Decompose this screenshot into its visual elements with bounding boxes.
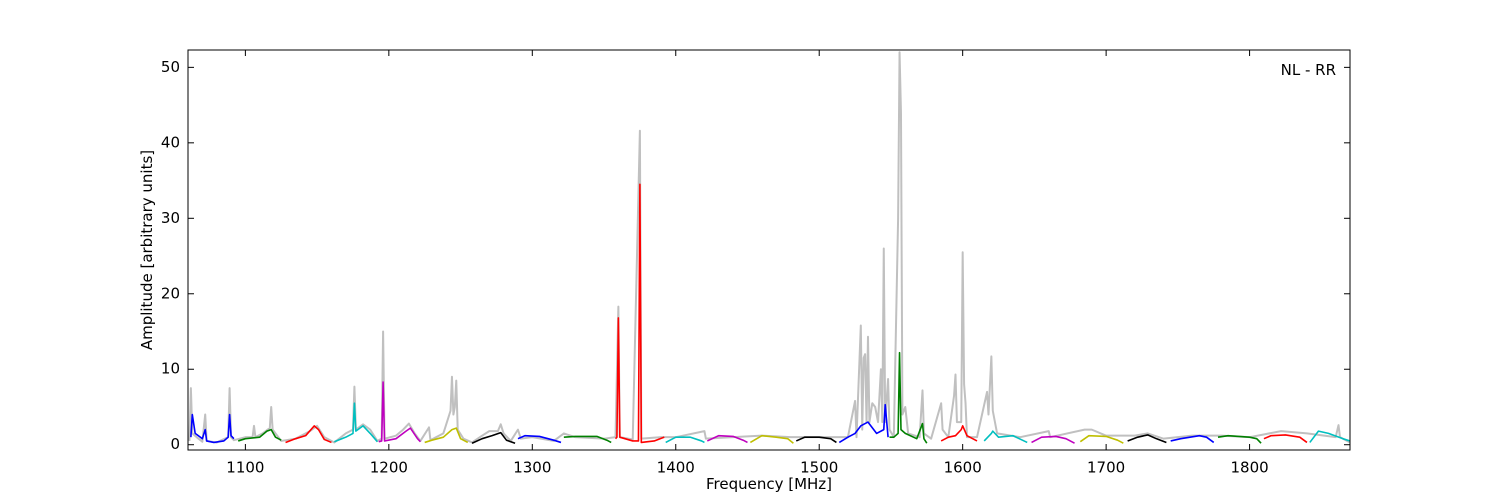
fitted-segment xyxy=(1127,434,1167,444)
y-tick-label: 30 xyxy=(161,209,180,227)
fitted-segment xyxy=(1217,434,1262,444)
fitted-segment xyxy=(1309,430,1350,443)
fitted-segment xyxy=(983,430,1028,444)
y-tick-label: 50 xyxy=(161,58,180,76)
fitted-segment xyxy=(795,436,837,444)
x-tick-label: 1300 xyxy=(513,459,551,477)
fitted-segment xyxy=(1170,434,1215,444)
fitted-segment xyxy=(1079,434,1124,444)
fitted-segment xyxy=(471,431,516,444)
fitted-segment xyxy=(237,428,282,442)
fitted-segment xyxy=(285,425,332,444)
annotation: NL - RR xyxy=(1281,61,1336,79)
fitted-segment xyxy=(614,183,665,444)
fitted-segment xyxy=(378,381,421,443)
fitted-segment xyxy=(665,436,705,444)
x-tick-label: 1700 xyxy=(1087,459,1125,477)
y-axis-label: Amplitude [arbitrary units] xyxy=(138,150,156,350)
y-tick-label: 10 xyxy=(161,360,180,378)
fitted-segment xyxy=(424,427,469,444)
x-tick-label: 1500 xyxy=(800,459,838,477)
lines xyxy=(188,51,1350,444)
fitted-segment xyxy=(1031,435,1075,444)
x-tick-label: 1800 xyxy=(1230,459,1268,477)
fitted-segment xyxy=(334,402,378,443)
fitted-segment xyxy=(1263,434,1308,444)
plot-area xyxy=(188,50,1350,450)
x-tick-label: 1200 xyxy=(370,459,408,477)
fitted-segment xyxy=(838,403,889,444)
y-tick-label: 0 xyxy=(170,435,180,453)
fitted-segment xyxy=(889,351,928,444)
fitted-segment xyxy=(706,434,748,444)
plot-frame xyxy=(187,49,1351,451)
x-tick-label: 1400 xyxy=(657,459,695,477)
fitted-segment xyxy=(517,434,562,444)
fitted-segment xyxy=(749,434,794,444)
fitted-segment xyxy=(190,413,235,444)
y-tick-label: 20 xyxy=(161,284,180,302)
x-tick-label: 1600 xyxy=(944,459,982,477)
fitted-segment xyxy=(563,435,612,444)
x-axis-label: Frequency [MHz] xyxy=(706,475,832,493)
fitted-segment xyxy=(940,425,978,442)
x-tick-label: 1100 xyxy=(226,459,264,477)
y-tick-label: 40 xyxy=(161,133,180,151)
